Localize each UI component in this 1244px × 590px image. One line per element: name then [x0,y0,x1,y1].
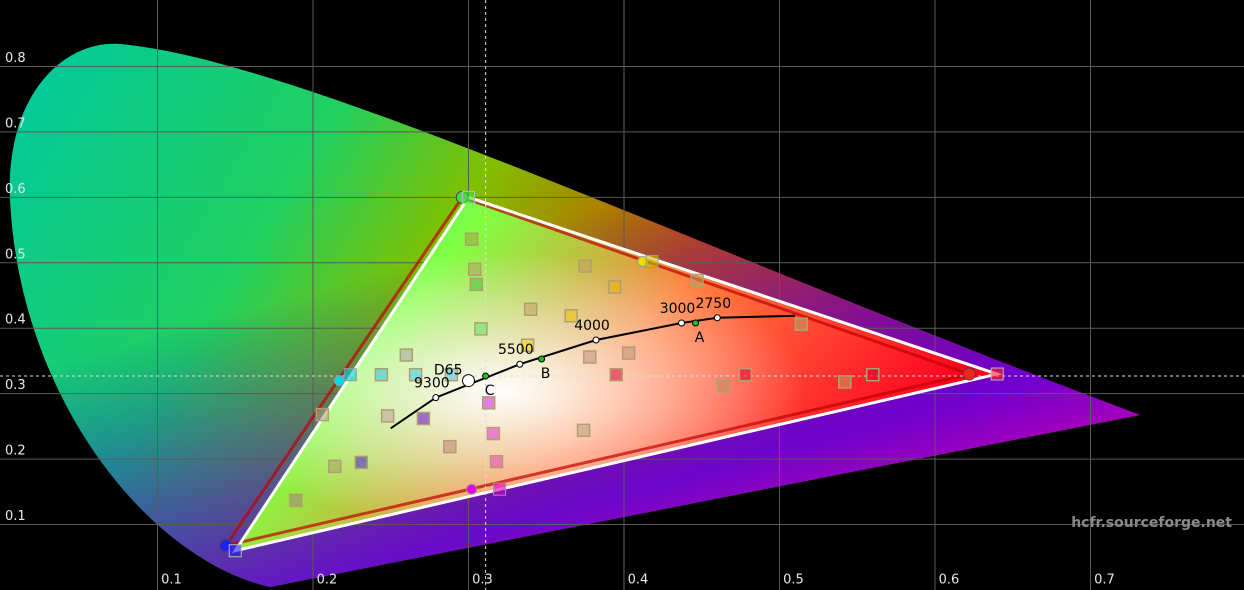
x-tick-label: 0.4 [628,573,649,588]
y-tick-label: 0.2 [5,444,26,459]
sample [474,322,488,336]
sample [583,350,597,364]
temperature-point [516,360,524,368]
sample [609,367,623,382]
illuminant-label: A [695,330,705,346]
sample [716,379,731,393]
target-primary [228,544,242,558]
sample [838,375,852,389]
sample [481,396,496,410]
sample [564,309,578,323]
sample [576,423,591,438]
illuminant-point [462,374,475,388]
sample [443,439,457,454]
sample [464,232,479,246]
measured-primary [962,367,976,381]
sample [315,407,330,422]
sample [416,411,431,426]
target-primary [462,190,475,204]
sample [738,367,753,382]
y-tick-label: 0.1 [5,509,26,524]
sample [289,493,303,508]
sample [408,367,423,382]
sample [354,455,368,470]
y-tick-label: 0.8 [5,51,26,66]
temperature-label: 4000 [574,318,610,334]
sample [866,367,880,382]
y-tick-label: 0.4 [5,313,26,328]
measured-secondary [466,483,478,495]
illuminant-label: B [541,366,551,382]
temperature-point [713,314,721,322]
y-tick-label: 0.5 [5,247,26,262]
x-tick-label: 0.7 [1094,573,1115,588]
illuminant-label: C [485,383,495,399]
target-primary [990,367,1004,381]
sample [520,338,535,352]
temperature-point [678,319,686,327]
measured-secondary [333,375,345,387]
target-secondary [645,254,659,268]
sample [523,302,538,316]
sample [607,280,622,294]
sample [794,317,809,332]
temperature-label: 3000 [660,301,696,317]
x-tick-label: 0.3 [472,573,493,588]
sample [690,273,704,288]
illuminant-point [538,355,546,363]
temperature-label: 5500 [498,342,534,358]
target-secondary [493,482,507,496]
sample [380,409,395,423]
y-tick-label: 0.3 [5,378,26,393]
sample [399,348,414,362]
temperature-point [432,394,440,402]
sample [467,262,482,277]
sample [489,454,504,469]
x-tick-label: 0.5 [783,573,804,588]
sample [578,259,592,273]
sample [374,367,389,382]
sample [444,367,459,382]
illuminant-point [482,372,490,380]
target-secondary [343,368,357,382]
y-tick-label: 0.6 [5,182,26,197]
watermark: hcfr.sourceforge.net [1071,515,1232,531]
y-tick-label: 0.7 [5,116,26,131]
temperature-label: 2750 [695,296,731,312]
illuminant-point [692,319,700,327]
temperature-label: 9300 [414,376,450,392]
sample [621,346,636,360]
sample [328,459,342,474]
x-tick-label: 0.1 [161,573,182,588]
sample [486,426,501,441]
x-tick-label: 0.6 [939,573,960,588]
x-tick-label: 0.2 [317,573,338,588]
sample [469,277,484,292]
temperature-point [592,336,600,344]
illuminant-label: D65 [434,363,463,379]
